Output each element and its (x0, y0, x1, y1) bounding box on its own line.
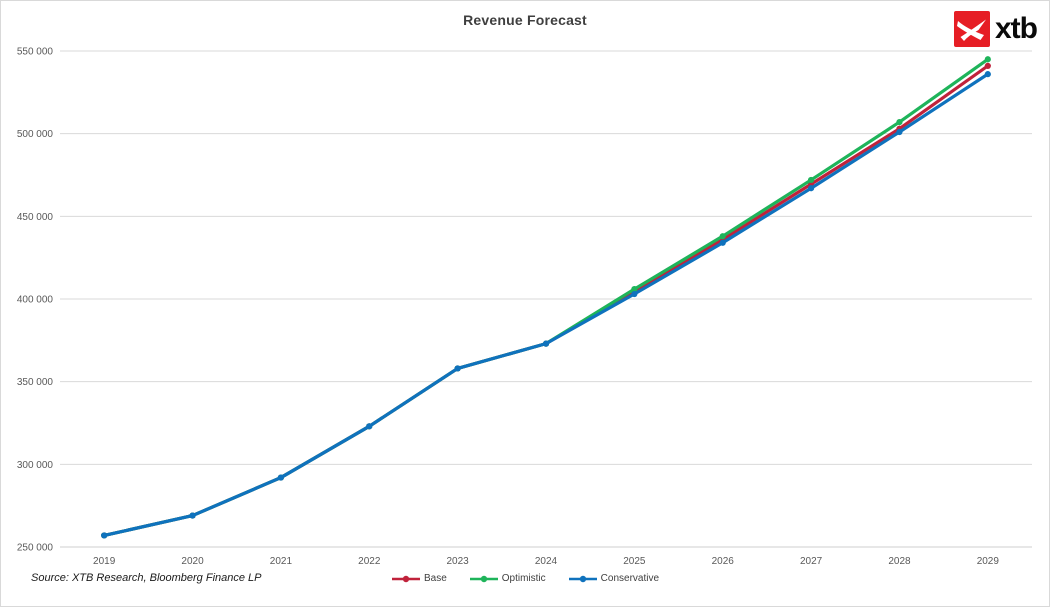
data-point-conservative-2021 (277, 474, 285, 481)
x-tick-label: 2027 (800, 556, 823, 567)
y-tick-label: 400 000 (17, 295, 54, 306)
data-point-optimistic-2027 (807, 176, 815, 184)
data-point-conservative-2022 (366, 423, 373, 430)
data-point-optimistic-2028 (896, 118, 903, 126)
x-tick-label: 2026 (712, 556, 735, 567)
y-tick-label: 350 000 (17, 377, 54, 388)
x-tick-label: 2028 (888, 556, 911, 567)
legend-line-marker-icon (568, 575, 597, 582)
x-tick-label: 2025 (623, 556, 646, 567)
y-tick-label: 450 000 (17, 212, 54, 223)
data-point-conservative-2024 (542, 340, 550, 347)
y-tick-label: 550 000 (17, 47, 54, 58)
legend-line-marker-icon (469, 575, 498, 582)
xtb-logo-text: xtb (995, 12, 1038, 45)
legend-item-optimistic: Optimistic (469, 573, 546, 584)
data-point-conservative-2019 (101, 532, 108, 539)
x-tick-label: 2023 (447, 556, 470, 567)
data-point-optimistic-2026 (719, 233, 726, 240)
x-tick-label: 2019 (93, 556, 116, 567)
data-point-conservative-2026 (719, 239, 726, 246)
legend-line-marker-icon (391, 575, 420, 582)
series-line-base (102, 64, 990, 538)
x-tick-label: 2024 (535, 556, 558, 567)
x-tick-label: 2020 (181, 556, 204, 567)
series-line-conservative (102, 72, 990, 538)
data-point-optimistic-2025 (631, 285, 638, 293)
data-point-conservative-2029 (984, 71, 991, 78)
legend-label: Base (423, 573, 447, 584)
legend-label: Optimistic (501, 573, 546, 584)
data-point-conservative-2027 (807, 185, 815, 192)
legend-label: Conservative (600, 573, 660, 584)
xtb-logo: xtb (954, 11, 1038, 47)
data-point-conservative-2025 (631, 290, 638, 298)
data-point-conservative-2028 (896, 128, 903, 136)
x-tick-label: 2029 (977, 556, 1000, 567)
data-point-conservative-2020 (189, 512, 196, 519)
data-point-base-2029 (984, 62, 991, 69)
chart-legend: Base Optimistic Conservative (1, 573, 1049, 584)
x-tick-label: 2021 (270, 556, 293, 567)
legend-item-base: Base (391, 573, 447, 584)
legend-item-conservative: Conservative (568, 573, 659, 584)
y-tick-label: 300 000 (17, 460, 54, 471)
data-point-optimistic-2029 (984, 56, 991, 63)
y-tick-label: 250 000 (17, 543, 54, 554)
data-point-conservative-2023 (454, 365, 461, 372)
source-note: Source: XTB Research, Bloomberg Finance … (31, 572, 262, 584)
xtb-bird-icon (954, 11, 990, 47)
chart-title: Revenue Forecast (463, 12, 587, 28)
y-tick-label: 500 000 (17, 129, 54, 140)
x-tick-label: 2022 (358, 556, 381, 567)
